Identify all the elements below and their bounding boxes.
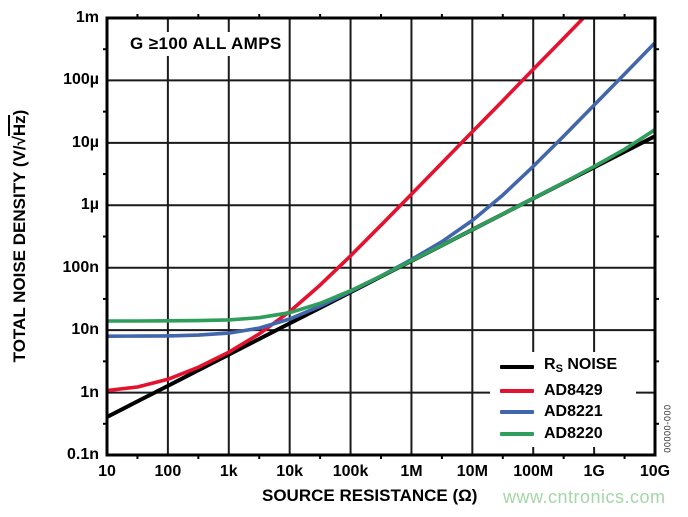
- curve-ad8221: [107, 41, 655, 338]
- legend-item-ad8220: AD8220: [500, 425, 636, 443]
- y-tick-label: 0.1n: [66, 446, 99, 463]
- x-tick-label: 10G: [639, 463, 671, 480]
- x-tick-label: 1k: [219, 463, 238, 480]
- legend-label: AD8221: [544, 403, 603, 421]
- curve-ad8429: [107, 18, 586, 393]
- legend-line-swatch: [500, 364, 534, 369]
- y-tick-label: 10µ: [71, 133, 99, 151]
- x-tick-label: 1M: [400, 463, 423, 480]
- legend-line-swatch: [500, 388, 534, 393]
- x-axis-title: SOURCE RESISTANCE (Ω): [262, 486, 478, 505]
- gain-annotation: G ≥100 ALL AMPS: [124, 32, 288, 56]
- y-tick-label: 10n: [71, 321, 99, 339]
- x-tick-label: 10: [98, 463, 116, 480]
- y-tick-label: 100n: [62, 258, 99, 276]
- y-axis-title-suffix: ): [10, 109, 29, 116]
- y-axis-title: TOTAL NOISE DENSITY (V/√Hz): [8, 16, 30, 456]
- curve-ad8220: [107, 127, 655, 323]
- y-tick-label: 1µ: [80, 196, 99, 214]
- x-tick-label: 100: [154, 463, 182, 480]
- legend-line-swatch: [500, 432, 534, 437]
- legend-label: RS NOISE: [544, 355, 618, 375]
- data-curves: [107, 18, 655, 419]
- legend-item-ad8221: AD8221: [500, 403, 636, 421]
- y-axis-title-text: TOTAL NOISE DENSITY (V/√: [10, 136, 29, 363]
- legend-label: AD8429: [544, 381, 603, 399]
- y-tick-label: 1n: [80, 383, 99, 401]
- legend: RS NOISE AD8429 AD8221 AD8220: [490, 352, 636, 447]
- legend-item-rs-noise: RS NOISE: [500, 356, 636, 378]
- y-tick-label: 1m: [75, 9, 99, 26]
- legend-label: AD8220: [544, 425, 603, 443]
- x-tick-label: 100k: [332, 463, 369, 480]
- x-tick-label: 10M: [456, 463, 488, 480]
- watermark: www.cntronics.com: [503, 487, 666, 507]
- x-tick-label: 10k: [276, 463, 303, 480]
- y-tick-label: 100µ: [63, 71, 99, 89]
- figure-code: 00000-000: [662, 404, 673, 453]
- plot-border: [105, 16, 657, 457]
- y-axis-title-overline: Hz: [8, 115, 29, 137]
- legend-line-swatch: [500, 410, 534, 415]
- x-tick-label: 1G: [583, 463, 605, 480]
- legend-item-ad8429: AD8429: [500, 382, 636, 400]
- x-tick-label: 100M: [513, 463, 554, 480]
